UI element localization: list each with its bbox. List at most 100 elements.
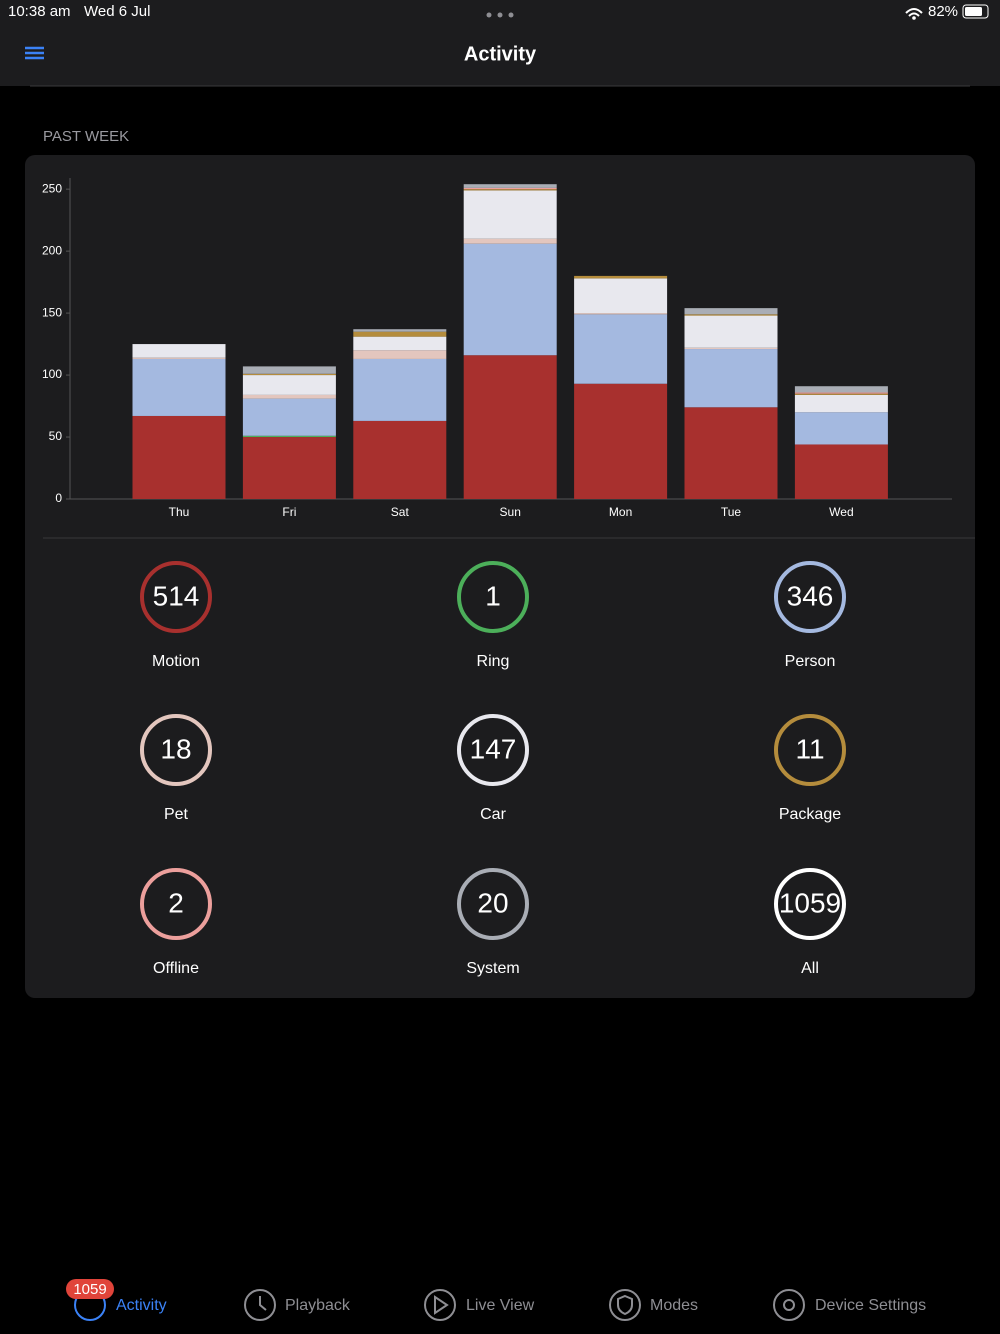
bar-segment: [242, 435, 336, 438]
stat-ring[interactable]: [774, 561, 846, 633]
bar-segment: [242, 398, 336, 436]
tab-label[interactable]: Modes: [650, 1297, 698, 1314]
bar-segment: [463, 189, 557, 191]
bar-segment: [463, 187, 557, 190]
stat-ring[interactable]: [140, 714, 212, 786]
stat-label: Pet: [164, 806, 189, 823]
y-tick-label: 100: [42, 367, 62, 381]
y-tick-label: 50: [49, 429, 63, 443]
y-tick-label: 0: [55, 491, 62, 505]
stat-count: 147: [470, 733, 517, 764]
bar-segment: [242, 437, 336, 499]
bar-segment: [684, 314, 778, 316]
stat-ring[interactable]: [457, 561, 529, 633]
tab-badge: 1059: [73, 1281, 106, 1298]
stats-grid: 514 Motion 1 Ring 346 Person 18 Pet 147 Car 11 Pack…: [140, 561, 846, 977]
battery-level: [965, 7, 982, 16]
tab-label[interactable]: Live View: [466, 1297, 535, 1314]
stat-ring[interactable]: [774, 714, 846, 786]
bar-segment: [463, 355, 557, 499]
stat-ring[interactable]: [140, 868, 212, 940]
stat-ring[interactable]: [457, 714, 529, 786]
bar-segment: [574, 278, 668, 314]
bar-segment: [794, 393, 888, 395]
tab-label[interactable]: Activity: [116, 1297, 167, 1314]
x-tick-label: Tue: [721, 505, 742, 519]
bar-segment: [794, 392, 888, 394]
x-tick-label: Thu: [169, 505, 190, 519]
status-date: Wed 6 Jul: [84, 3, 150, 20]
x-tick-label: Sun: [500, 505, 521, 519]
bar-segment: [242, 373, 336, 376]
stat-label: Package: [779, 806, 841, 823]
bar-segment: [463, 243, 557, 356]
bar-segment: [574, 383, 668, 499]
bar-segment: [794, 394, 888, 413]
stat-count: 11: [795, 733, 824, 764]
bar-segment: [463, 190, 557, 239]
bar-segment: [132, 357, 226, 359]
stat-label: Ring: [477, 653, 510, 670]
stat-label: Car: [480, 806, 506, 823]
section-title: PAST WEEK: [43, 128, 129, 145]
bar-segment: [132, 415, 226, 499]
stat-label: Motion: [152, 653, 200, 670]
y-tick-label: 250: [42, 181, 62, 195]
tab-label[interactable]: Playback: [285, 1297, 351, 1314]
stat-count: 1: [485, 580, 501, 611]
battery-text: 82%: [928, 3, 958, 20]
bar-segment: [574, 313, 668, 315]
stat-label: Person: [785, 653, 836, 670]
stat-ring[interactable]: [457, 868, 529, 940]
y-tick-label: 150: [42, 305, 62, 319]
wifi-dot: [912, 16, 916, 20]
x-tick-label: Sat: [391, 505, 410, 519]
stat-count: 1059: [779, 887, 841, 918]
menu-button[interactable]: [25, 46, 44, 60]
bar-segment: [684, 315, 778, 348]
bar-segment: [794, 444, 888, 499]
bar-segment: [684, 349, 778, 408]
stat-count: 20: [477, 887, 508, 918]
bar-segment: [463, 238, 557, 244]
tab-label[interactable]: Device Settings: [815, 1297, 926, 1314]
bar-segment: [794, 386, 888, 393]
bar-segment: [353, 331, 447, 337]
bar-segment: [242, 366, 336, 374]
stat-ring[interactable]: [140, 561, 212, 633]
bar-segment: [794, 412, 888, 445]
stat-ring[interactable]: [774, 868, 846, 940]
bar-segment: [132, 358, 226, 416]
tab-bar: Activity Playback Live View Modes Device Set…: [116, 1297, 926, 1314]
bar-segment: [463, 184, 557, 188]
bar-segment: [242, 394, 336, 399]
bar-segment: [353, 329, 447, 332]
bar-segment: [574, 275, 668, 279]
stat-count: 18: [160, 733, 191, 764]
bar-segment: [353, 358, 447, 421]
bar-segment: [353, 350, 447, 359]
battery-icon: [962, 4, 989, 19]
bar-segment: [684, 407, 778, 499]
stat-label: All: [801, 960, 819, 977]
bar-segment: [132, 344, 226, 358]
wifi-icon: [905, 8, 923, 17]
more-dots: [486, 12, 514, 18]
stat-label: Offline: [153, 960, 199, 977]
x-tick-label: Wed: [829, 505, 853, 519]
x-tick-label: Fri: [282, 505, 296, 519]
x-tick-label: Mon: [609, 505, 632, 519]
bar-segment: [684, 308, 778, 315]
bar-segment: [684, 347, 778, 350]
stat-count: 2: [168, 887, 184, 918]
y-tick-label: 200: [42, 243, 62, 257]
stat-label: System: [466, 960, 519, 977]
tab-icons: [74, 1289, 805, 1321]
stat-count: 346: [787, 580, 834, 611]
status-time: 10:38 am: [8, 3, 71, 20]
bar-segment: [353, 420, 447, 499]
bar-segment: [242, 375, 336, 395]
chart: 0 50 100 150 200 250 Thu Fri Sat Sun Mon Tue Wed: [42, 181, 888, 519]
